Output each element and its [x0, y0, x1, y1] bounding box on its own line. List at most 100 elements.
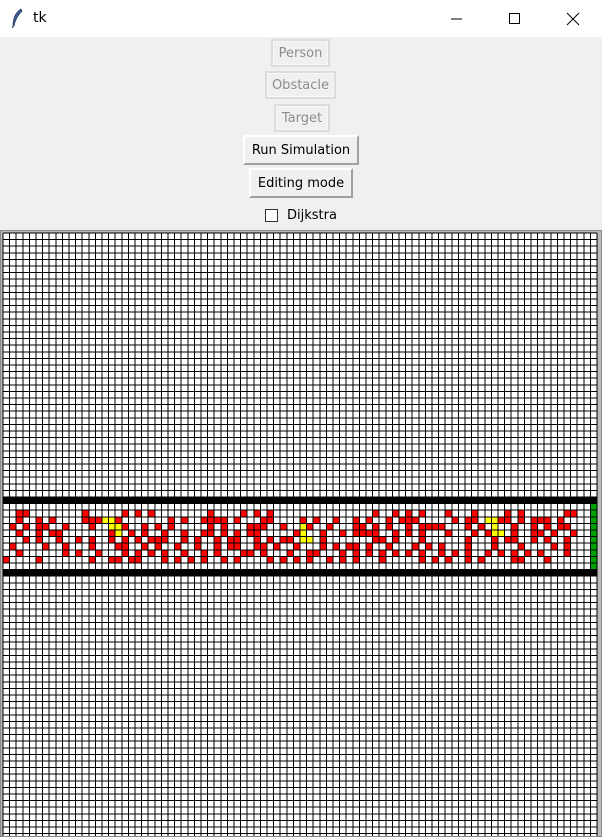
person-cell[interactable]: [412, 516, 419, 524]
person-cell[interactable]: [432, 523, 439, 530]
person-cell[interactable]: [273, 543, 281, 550]
obstacle-cell[interactable]: [154, 497, 162, 504]
obstacle-cell[interactable]: [108, 497, 116, 504]
person-cell[interactable]: [306, 549, 314, 557]
person-cell[interactable]: [220, 530, 228, 537]
person-cell[interactable]: [366, 530, 373, 537]
person-cell[interactable]: [511, 549, 518, 557]
obstacle-cell[interactable]: [359, 569, 366, 577]
obstacle-cell[interactable]: [240, 569, 248, 577]
person-cell[interactable]: [319, 543, 327, 550]
obstacle-cell[interactable]: [372, 569, 380, 577]
obstacle-cell[interactable]: [372, 497, 380, 504]
obstacle-cell[interactable]: [504, 569, 512, 577]
person-cell[interactable]: [168, 516, 175, 524]
person-cell[interactable]: [36, 523, 43, 530]
person-cell[interactable]: [36, 536, 43, 544]
obstacle-cell[interactable]: [544, 497, 551, 504]
obstacle-cell[interactable]: [346, 497, 353, 504]
person-cell[interactable]: [445, 530, 452, 537]
person-cell[interactable]: [405, 516, 413, 524]
person-cell[interactable]: [214, 536, 221, 544]
person-cell[interactable]: [524, 549, 531, 557]
person-cell[interactable]: [207, 530, 215, 537]
obstacle-cell[interactable]: [531, 569, 538, 577]
person-cell[interactable]: [346, 543, 353, 550]
person-cell[interactable]: [234, 543, 241, 550]
obstacle-cell[interactable]: [379, 569, 386, 577]
obstacle-cell[interactable]: [313, 497, 320, 504]
person-cell[interactable]: [108, 530, 116, 537]
person-cell[interactable]: [333, 543, 340, 550]
obstacle-cell[interactable]: [478, 569, 485, 577]
person-cell[interactable]: [392, 530, 399, 537]
person-cell[interactable]: [181, 530, 188, 537]
person-cell[interactable]: [154, 523, 162, 530]
obstacle-cell[interactable]: [9, 569, 17, 577]
person-cell[interactable]: [465, 536, 472, 544]
person-cell[interactable]: [491, 543, 498, 550]
person-cell[interactable]: [181, 536, 188, 544]
path-cell[interactable]: [491, 530, 498, 537]
person-cell[interactable]: [227, 536, 234, 544]
obstacle-cell[interactable]: [253, 497, 261, 504]
obstacle-cell[interactable]: [504, 497, 512, 504]
person-cell[interactable]: [42, 523, 50, 530]
obstacle-cell[interactable]: [49, 497, 56, 504]
obstacle-cell[interactable]: [438, 569, 446, 577]
obstacle-cell[interactable]: [412, 497, 419, 504]
person-cell[interactable]: [207, 510, 215, 517]
person-cell[interactable]: [240, 549, 248, 557]
obstacle-cell[interactable]: [583, 569, 591, 577]
path-cell[interactable]: [300, 523, 307, 530]
obstacle-cell[interactable]: [491, 569, 498, 577]
person-cell[interactable]: [253, 543, 261, 550]
obstacle-cell[interactable]: [29, 569, 36, 577]
obstacle-cell[interactable]: [392, 497, 399, 504]
person-cell[interactable]: [75, 536, 83, 544]
person-cell[interactable]: [108, 556, 116, 563]
target-cell[interactable]: [590, 523, 597, 530]
obstacle-cell[interactable]: [69, 569, 76, 577]
simulation-grid[interactable]: [1, 231, 601, 836]
person-cell[interactable]: [418, 549, 426, 557]
person-cell[interactable]: [75, 549, 83, 557]
obstacle-cell[interactable]: [42, 569, 50, 577]
obstacle-cell[interactable]: [148, 569, 155, 577]
obstacle-cell[interactable]: [55, 497, 63, 504]
person-cell[interactable]: [36, 516, 43, 524]
obstacle-cell[interactable]: [333, 569, 340, 577]
person-cell[interactable]: [550, 543, 558, 550]
person-cell[interactable]: [36, 556, 43, 563]
person-cell[interactable]: [405, 523, 413, 530]
person-cell[interactable]: [372, 530, 380, 537]
person-cell[interactable]: [128, 556, 135, 563]
person-cell[interactable]: [564, 510, 571, 517]
person-cell[interactable]: [438, 523, 446, 530]
obstacle-cell[interactable]: [128, 497, 135, 504]
obstacle-cell[interactable]: [181, 569, 188, 577]
person-cell[interactable]: [465, 516, 472, 524]
obstacle-cell[interactable]: [339, 497, 347, 504]
obstacle-cell[interactable]: [313, 569, 320, 577]
person-cell[interactable]: [55, 536, 63, 544]
obstacle-cell[interactable]: [16, 497, 23, 504]
obstacle-cell[interactable]: [564, 569, 571, 577]
person-cell[interactable]: [564, 523, 571, 530]
obstacle-cell[interactable]: [438, 497, 446, 504]
person-cell[interactable]: [141, 543, 149, 550]
person-cell[interactable]: [372, 523, 380, 530]
person-cell[interactable]: [174, 543, 182, 550]
person-cell[interactable]: [531, 523, 538, 530]
obstacle-cell[interactable]: [280, 569, 287, 577]
person-cell[interactable]: [201, 530, 208, 537]
person-cell[interactable]: [214, 543, 221, 550]
obstacle-cell[interactable]: [108, 569, 116, 577]
person-cell[interactable]: [293, 556, 300, 563]
person-cell[interactable]: [339, 530, 347, 537]
person-cell[interactable]: [418, 536, 426, 544]
person-cell[interactable]: [187, 556, 195, 563]
obstacle-cell[interactable]: [451, 569, 459, 577]
obstacle-cell[interactable]: [95, 569, 102, 577]
person-cell[interactable]: [267, 556, 274, 563]
